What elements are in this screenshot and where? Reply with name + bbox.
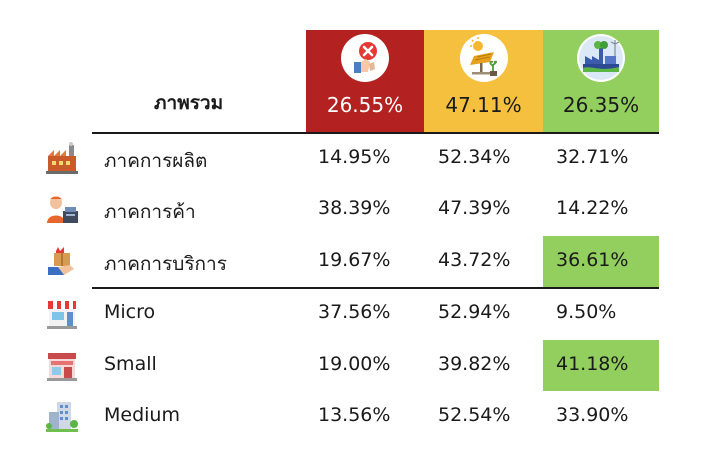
header-rule: [92, 132, 659, 134]
cell-value: 14.22%: [556, 197, 629, 219]
cell-value: 33.90%: [556, 404, 629, 426]
store-icon: [44, 349, 80, 383]
cell-value: 37.56%: [318, 301, 391, 323]
cell-value: 32.71%: [556, 146, 629, 168]
overall-label: ภาพรวม: [154, 92, 224, 114]
row-label: ภาคการค้า: [104, 201, 196, 223]
highlight-cell: [543, 340, 659, 391]
cell-value: 19.67%: [318, 249, 391, 271]
cell-value: 47.39%: [438, 197, 511, 219]
column-header-value: 26.55%: [326, 93, 404, 117]
cell-value: 13.56%: [318, 404, 391, 426]
row-label: Medium: [104, 404, 180, 426]
table-row: ภาคการค้า 38.39% 47.39% 14.22%: [0, 184, 708, 235]
cell-value: 38.39%: [318, 197, 391, 219]
column-header-1: 26.55%: [306, 30, 424, 133]
solar-panel-plant-icon: [459, 34, 508, 82]
cell-value: 36.61%: [556, 249, 629, 271]
building-icon: [44, 400, 80, 434]
highlight-cell: [543, 236, 659, 287]
hand-x-icon: [341, 34, 389, 82]
row-label: ภาคการผลิต: [104, 150, 208, 172]
table-row: ภาคการบริการ 19.67% 43.72% 36.61%: [0, 236, 708, 287]
table-row: ภาคการผลิต 14.95% 52.34% 32.71%: [0, 133, 708, 184]
row-label: ภาคการบริการ: [104, 253, 227, 275]
table-row: Micro 37.56% 52.94% 9.50%: [0, 288, 708, 339]
column-header-3: 26.35%: [543, 30, 659, 133]
column-header-2: 47.11%: [424, 30, 543, 133]
cell-value: 43.72%: [438, 249, 511, 271]
column-header-value: 26.35%: [562, 93, 640, 117]
cell-value: 19.00%: [318, 353, 391, 375]
cell-value: 41.18%: [556, 353, 629, 375]
cell-value: 14.95%: [318, 146, 391, 168]
section-rule: [92, 287, 659, 289]
row-label: Micro: [104, 301, 156, 323]
factory-icon: [44, 142, 80, 176]
shop-icon: [44, 297, 80, 331]
green-factory-icon: [577, 34, 625, 82]
row-label: Small: [104, 353, 157, 375]
column-header-value: 47.11%: [445, 93, 522, 117]
service-box-icon: [44, 245, 80, 279]
cashier-icon: [44, 193, 80, 227]
table-row: Medium 13.56% 52.54% 33.90%: [0, 391, 708, 442]
table-row: Small 19.00% 39.82% 41.18%: [0, 340, 708, 391]
cell-value: 52.94%: [438, 301, 511, 323]
cell-value: 9.50%: [556, 301, 617, 323]
cell-value: 39.82%: [438, 353, 511, 375]
cell-value: 52.34%: [438, 146, 511, 168]
cell-value: 52.54%: [438, 404, 511, 426]
